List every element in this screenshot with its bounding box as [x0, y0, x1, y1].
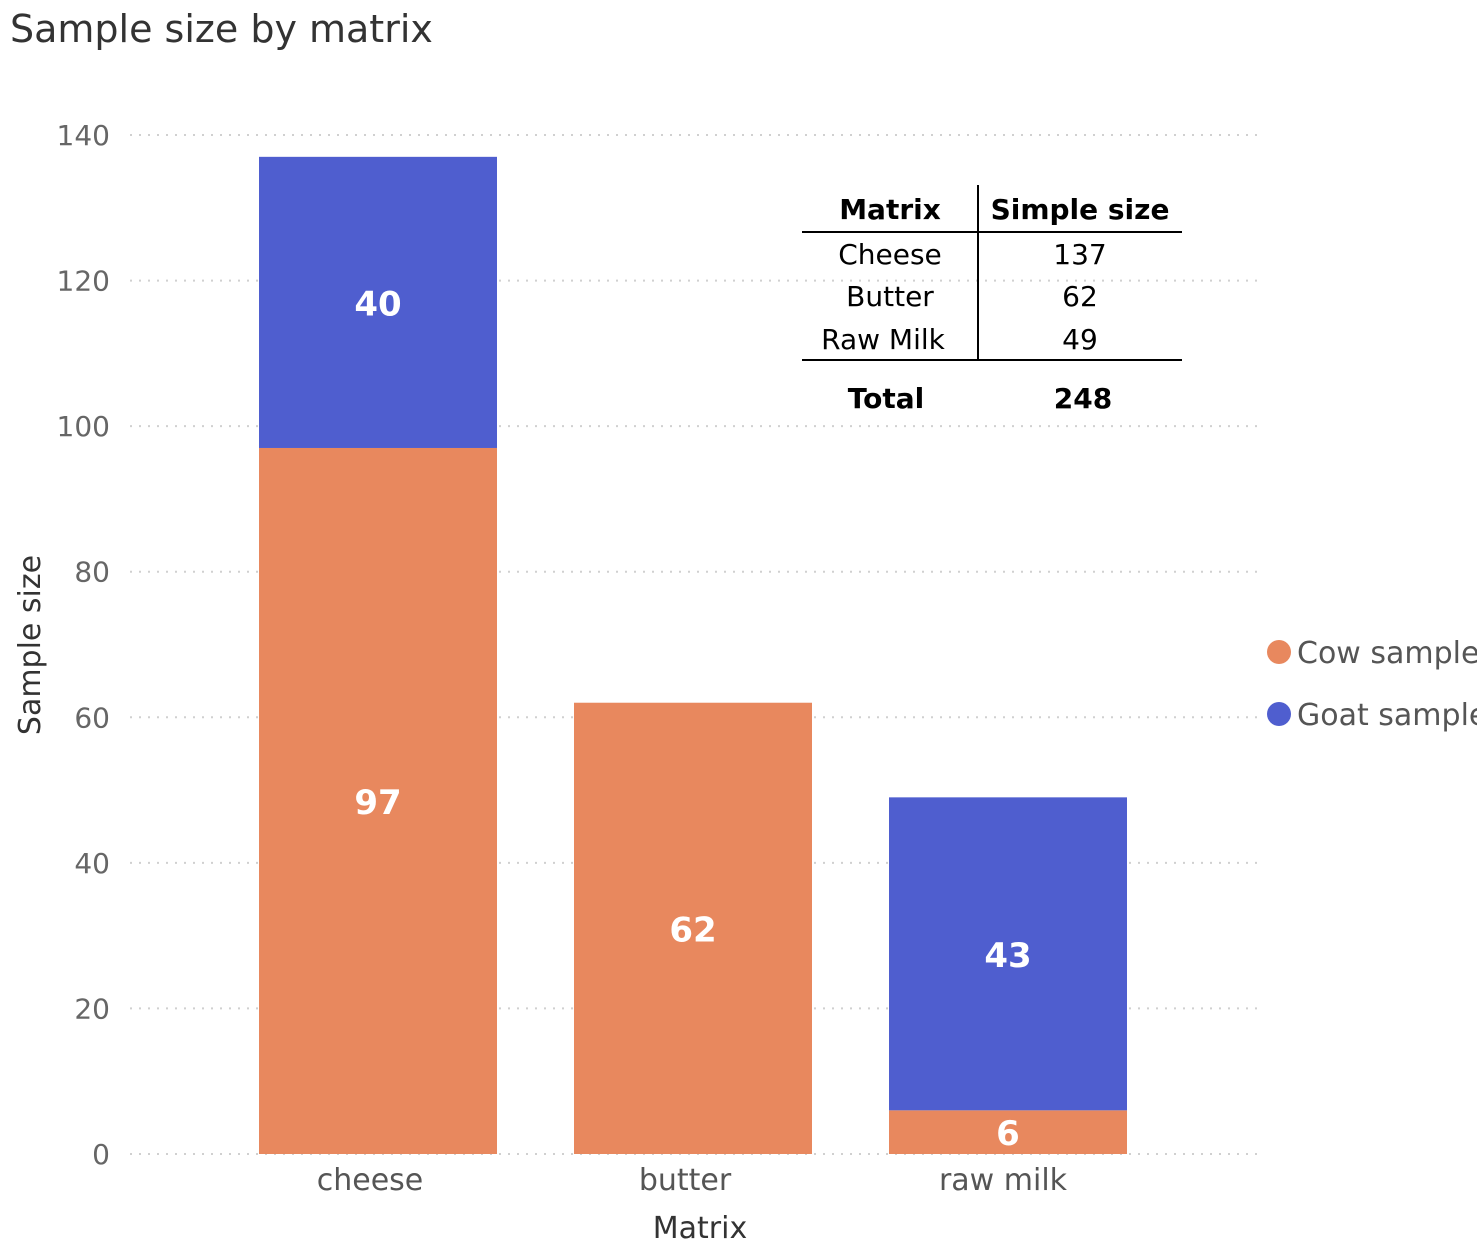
data-label: 40 — [354, 284, 401, 324]
table-total-label: Total — [848, 382, 925, 415]
legend-label: Goat sample — [1297, 698, 1477, 733]
bar-segment — [889, 797, 1127, 1111]
data-label: 6 — [996, 1114, 1020, 1154]
y-tick-label: 140 — [57, 119, 110, 152]
x-tick-label: raw milk — [939, 1163, 1068, 1198]
bar-segment — [889, 1110, 1127, 1154]
y-tick-label: 40 — [74, 847, 110, 880]
legend-marker — [1267, 702, 1291, 726]
table-cell: 137 — [1053, 238, 1106, 271]
table-cell: Raw Milk — [821, 323, 946, 356]
y-tick-label: 100 — [57, 410, 110, 443]
x-tick-label: butter — [639, 1163, 732, 1198]
y-tick-label: 0 — [92, 1138, 110, 1171]
table-header-matrix: Matrix — [839, 193, 941, 226]
y-tick-label: 20 — [74, 992, 110, 1025]
bar-segment — [259, 447, 497, 1154]
y-tick-label: 120 — [57, 265, 110, 298]
bar-segment — [259, 156, 497, 448]
table-cell: 62 — [1062, 280, 1098, 313]
data-label: 43 — [984, 936, 1031, 976]
table-total-value: 248 — [1054, 382, 1112, 415]
data-label: 62 — [669, 910, 716, 950]
table-header-size: Simple size — [991, 193, 1170, 226]
y-tick-label: 60 — [74, 701, 110, 734]
legend: Cow sample Goat sample — [1267, 636, 1477, 733]
summary-table: Matrix Simple size Cheese 137 Butter 62 … — [802, 185, 1182, 415]
table-cell: Butter — [846, 280, 934, 313]
bar-segment — [574, 702, 812, 1154]
legend-marker — [1267, 640, 1291, 664]
y-tick-label: 80 — [74, 556, 110, 589]
bars — [259, 156, 1127, 1154]
chart-title: Sample size by matrix — [10, 7, 433, 51]
table-cell: Cheese — [838, 238, 942, 271]
y-axis-title: Sample size — [13, 555, 48, 735]
x-axis-title: Matrix — [653, 1211, 747, 1246]
legend-label: Cow sample — [1297, 636, 1477, 671]
data-label: 97 — [354, 783, 401, 823]
y-axis-ticks: 0 20 40 60 80 100 120 140 — [57, 119, 110, 1171]
x-axis-ticks: cheese butter raw milk — [317, 1163, 1068, 1198]
data-labels: 97 40 62 6 43 — [354, 284, 1031, 1154]
x-tick-label: cheese — [317, 1163, 424, 1198]
table-cell: 49 — [1062, 323, 1098, 356]
